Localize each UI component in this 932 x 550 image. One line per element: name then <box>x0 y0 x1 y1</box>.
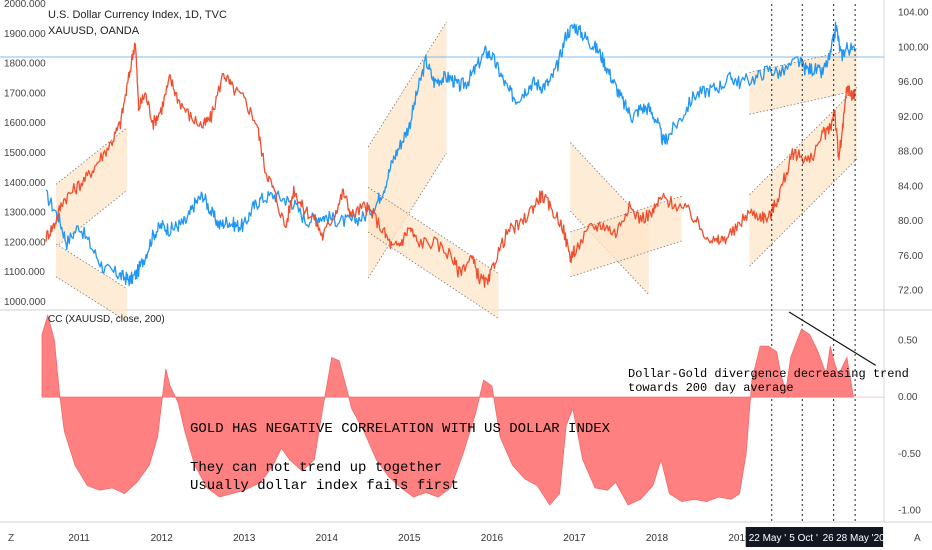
left-axis-tick-1: 1900.000 <box>4 29 46 40</box>
x-axis-tick-6: 2017 <box>563 533 586 544</box>
left-axis-tick-10: 1000.000 <box>4 297 46 308</box>
price-lines <box>0 21 884 288</box>
axes: 2000.000 1900.000 1800.000 1700.000 1600.000… <box>4 0 929 547</box>
left-axis-tick-9: 1100.000 <box>4 267 45 278</box>
date-label-1: 5 Oct ' <box>789 533 818 544</box>
main-annotation-line1: They can not trend up together <box>190 460 442 476</box>
date-label-box-1 <box>786 527 829 547</box>
channel-6-lower <box>749 90 857 115</box>
right-axis-tick-4: 88.00 <box>898 147 923 158</box>
right-axis-tick-2: 96.00 <box>898 77 923 88</box>
x-axis-tick-2: 2013 <box>233 533 256 544</box>
left-axis-tick-3: 1700.000 <box>4 88 46 99</box>
correlation-axis-tick-2: -0.50 <box>898 449 921 460</box>
channel-7-lower <box>749 158 858 267</box>
left-axis-tick-8: 1200.000 <box>4 237 46 248</box>
corner-right-label[interactable]: A <box>914 533 921 544</box>
left-axis-tick-7: 1300.000 <box>4 208 46 219</box>
channel-5 <box>570 196 682 277</box>
x-axis-tick-0: 2011 <box>68 533 90 544</box>
date-label-box-3 <box>833 527 884 547</box>
x-axis-tick-8: 2019 <box>728 533 751 544</box>
channel-0-upper <box>55 127 128 185</box>
right-axis-tick-0: 104.00 <box>898 8 929 19</box>
top-panel-background <box>0 0 932 523</box>
right-axis-tick-5: 84.00 <box>898 181 923 192</box>
channel-3 <box>368 187 499 319</box>
date-label-3: 28 May '20 <box>836 533 885 544</box>
correlation-trendline <box>788 311 877 366</box>
left-axis-tick-2: 1800.000 <box>4 59 46 70</box>
channel-3-upper <box>367 186 499 275</box>
x-axis-tick-5: 2016 <box>481 533 504 544</box>
chart-subtitle: XAUUSD, OANDA <box>48 25 140 37</box>
channel-1 <box>56 243 128 322</box>
correlation-area <box>41 313 854 506</box>
left-axis-tick-5: 1500.000 <box>4 148 46 159</box>
chart-title: U.S. Dollar Currency Index, 1D, TVC <box>48 9 227 21</box>
trend-annotation-line1: Dollar-Gold divergence decreasing trend <box>628 367 909 381</box>
channel-6 <box>749 48 857 115</box>
correlation-axis-tick-3: -1.00 <box>898 506 921 517</box>
channel-0 <box>56 127 128 247</box>
correlation-axis-tick-1: 0.00 <box>898 392 918 403</box>
corner-left-label[interactable]: Z <box>8 533 14 544</box>
right-axis-tick-3: 92.00 <box>898 112 923 123</box>
main-annotation-line2: Usually dollar index fails first <box>190 478 459 494</box>
series-line-0 <box>45 21 856 287</box>
left-axis-tick-4: 1600.000 <box>4 118 46 129</box>
channel-2-upper <box>367 21 447 148</box>
channel-3-lower <box>367 231 499 319</box>
left-axis-tick-6: 1400.000 <box>4 178 46 189</box>
trend-annotation-line2: towards 200 day average <box>628 381 794 395</box>
channel-overlays <box>55 21 858 322</box>
x-axis-tick-1: 2012 <box>151 533 174 544</box>
channel-7-upper <box>749 87 858 196</box>
x-axis-tick-3: 2014 <box>316 533 339 544</box>
series-line-1 <box>45 42 856 288</box>
correlation-axis-tick-0: 0.50 <box>898 335 918 346</box>
correlation-panel <box>41 311 884 506</box>
main-annotation-title: GOLD HAS NEGATIVE CORRELATION WITH US DO… <box>190 421 611 437</box>
date-label-0: 22 May '19 <box>749 533 798 544</box>
right-axis-tick-6: 80.00 <box>898 216 923 227</box>
indicator-label: CC (XAUUSD, close, 200) <box>48 314 165 325</box>
right-axis-tick-8: 72.00 <box>898 286 923 297</box>
x-axis-tick-7: 2018 <box>646 533 669 544</box>
right-axis-tick-1: 100.00 <box>898 42 929 53</box>
right-axis-tick-7: 76.00 <box>898 251 923 262</box>
x-axis-tick-4: 2015 <box>398 533 421 544</box>
channel-7 <box>749 87 857 267</box>
left-axis-tick-0: 2000.000 <box>4 0 46 10</box>
vertical-date-lines <box>771 4 856 522</box>
